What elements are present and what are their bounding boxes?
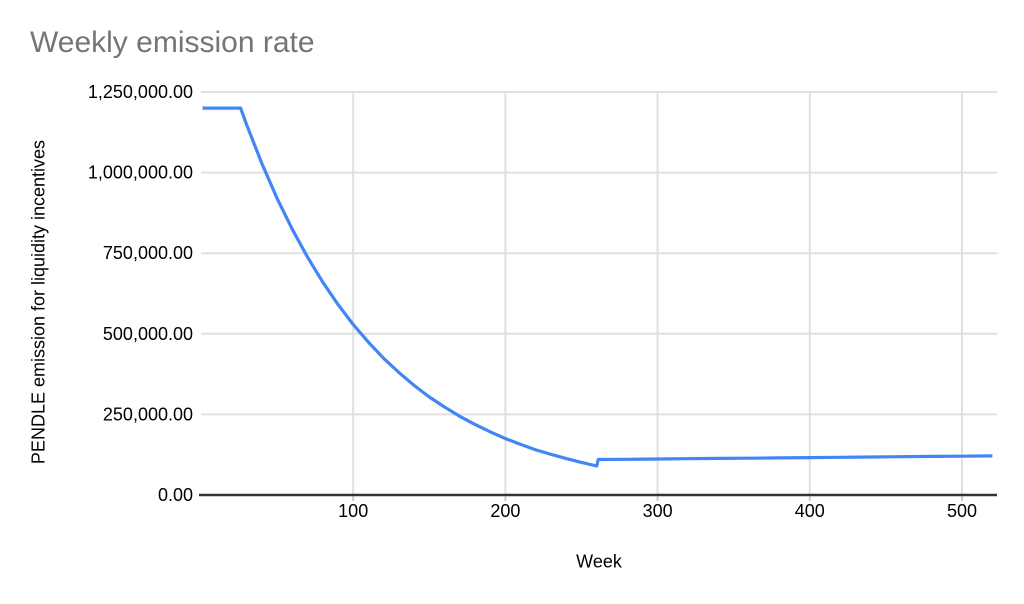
y-tick-label: 1,250,000.00: [88, 82, 193, 102]
gridlines: [201, 91, 997, 495]
y-tick-label: 500,000.00: [103, 324, 193, 344]
x-tick-label: 100: [338, 501, 368, 521]
axis-tick-labels: 0.00 250,000.00 500,000.00 750,000.00 1,000,…: [88, 82, 977, 521]
x-tick-label: 200: [490, 501, 520, 521]
y-tick-label: 750,000.00: [103, 243, 193, 263]
x-tick-label: 500: [947, 501, 977, 521]
x-tick-label: 400: [795, 501, 825, 521]
emission-line-series: [202, 106, 993, 468]
y-tick-label: 250,000.00: [103, 404, 193, 424]
chart-title: Weekly emission rate: [30, 26, 315, 59]
x-tick-label: 300: [643, 501, 673, 521]
y-tick-label: 1,000,000.00: [88, 163, 193, 183]
x-axis-title: Week: [576, 551, 622, 572]
y-tick-label: 0.00: [158, 485, 193, 505]
